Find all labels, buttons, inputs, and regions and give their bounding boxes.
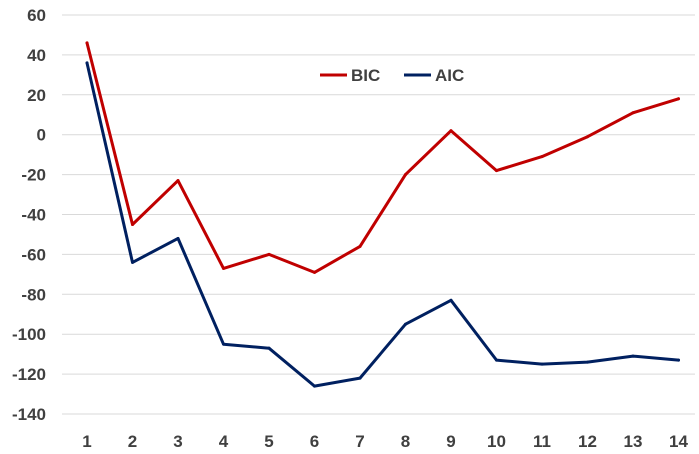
y-tick-label: -100 (12, 325, 46, 344)
data-point-bic (631, 111, 635, 115)
data-point-bic (586, 135, 589, 139)
data-point-aic (131, 260, 134, 264)
y-tick-label: 20 (27, 86, 46, 105)
data-point-aic (631, 354, 635, 358)
data-point-bic (85, 41, 89, 45)
y-tick-label: 0 (37, 126, 46, 145)
x-tick-label: 8 (401, 432, 410, 451)
y-tick-label: -120 (12, 365, 46, 384)
data-point-bic (176, 179, 180, 183)
x-tick-label: 7 (355, 432, 364, 451)
series-line-bic (85, 41, 680, 274)
x-axis-ticks: 1 2 3 4 5 6 7 8 9 10 11 12 13 14 (82, 432, 688, 451)
x-tick-label: 11 (533, 432, 551, 451)
legend-label-aic: AIC (435, 66, 464, 85)
data-point-aic (404, 322, 407, 326)
y-tick-label: -60 (21, 245, 46, 264)
data-point-bic (540, 155, 544, 159)
x-tick-label: 12 (578, 432, 597, 451)
x-tick-label: 5 (264, 432, 273, 451)
x-tick-label: 14 (669, 432, 688, 451)
data-point-bic (222, 266, 225, 270)
data-point-aic (85, 61, 89, 65)
data-point-aic (358, 376, 362, 380)
y-tick-label: -140 (12, 405, 46, 424)
y-tick-label: -80 (21, 285, 46, 304)
data-point-aic (313, 384, 316, 388)
y-tick-label: 40 (27, 46, 46, 65)
data-point-aic (222, 342, 225, 346)
data-point-aic (267, 346, 271, 350)
x-tick-label: 6 (310, 432, 319, 451)
x-tick-label: 1 (82, 432, 91, 451)
x-tick-label: 3 (173, 432, 182, 451)
x-tick-label: 2 (128, 432, 137, 451)
series-lines (85, 41, 680, 388)
legend-label-bic: BIC (351, 66, 380, 85)
data-point-bic (449, 129, 453, 133)
data-point-aic (449, 298, 453, 302)
data-point-aic (176, 236, 180, 240)
data-point-aic (540, 362, 544, 366)
y-tick-label: -20 (21, 166, 46, 185)
x-tick-label: 10 (487, 432, 506, 451)
data-point-aic (586, 360, 589, 364)
data-point-aic (495, 358, 498, 362)
data-point-bic (267, 252, 271, 256)
data-point-bic (131, 222, 134, 226)
data-point-aic (677, 358, 680, 362)
x-tick-label: 9 (446, 432, 455, 451)
data-point-bic (495, 169, 498, 173)
x-tick-label: 13 (624, 432, 643, 451)
x-tick-label: 4 (219, 432, 229, 451)
data-point-bic (404, 173, 407, 177)
y-axis-ticks: 60 40 20 0 -20 -40 -60 -80 -100 -120 -140 (12, 6, 46, 424)
series-line-aic (85, 61, 680, 388)
y-tick-label: 60 (27, 6, 46, 25)
legend: BIC AIC (320, 66, 464, 85)
data-point-bic (358, 244, 362, 248)
data-point-bic (677, 97, 680, 101)
data-point-bic (313, 270, 316, 274)
y-tick-label: -40 (21, 206, 46, 225)
